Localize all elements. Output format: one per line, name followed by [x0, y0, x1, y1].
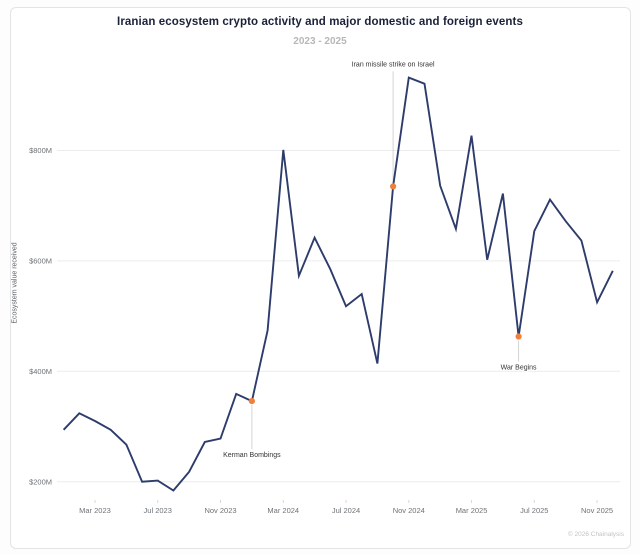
crypto-activity-line	[62, 76, 614, 492]
event-marker-dot	[248, 398, 255, 405]
y-tick-label: $800M	[29, 146, 52, 155]
chart-title: Iranian ecosystem crypto activity and ma…	[117, 16, 523, 28]
x-tick-label: Jul 2025	[520, 506, 548, 515]
event-label: Iran missile strike on Israel	[352, 61, 435, 68]
event-marker-dot	[389, 183, 397, 190]
y-tick-label: $400M	[29, 367, 52, 376]
x-tick-label: Jul 2023	[144, 506, 172, 515]
x-tick-label: Mar 2023	[79, 506, 111, 515]
event-marker-dot	[515, 333, 522, 340]
x-tick-label: Mar 2024	[267, 506, 299, 515]
y-tick-label: $200M	[29, 477, 52, 486]
y-tick-label: $600M	[29, 257, 52, 266]
x-tick-label: Jul 2024	[332, 506, 360, 515]
x-tick-label: Nov 2024	[393, 506, 425, 515]
x-tick-label: Nov 2025	[581, 506, 613, 515]
event-label: Kerman Bombings	[223, 452, 281, 459]
x-tick-label: Mar 2025	[456, 506, 488, 515]
event-label: War Begins	[501, 365, 537, 372]
x-tick-label: Nov 2023	[204, 506, 236, 515]
chart-subtitle: 2023 - 2025	[293, 36, 347, 47]
copyright-note: © 2026 Chainalysis	[567, 531, 624, 538]
